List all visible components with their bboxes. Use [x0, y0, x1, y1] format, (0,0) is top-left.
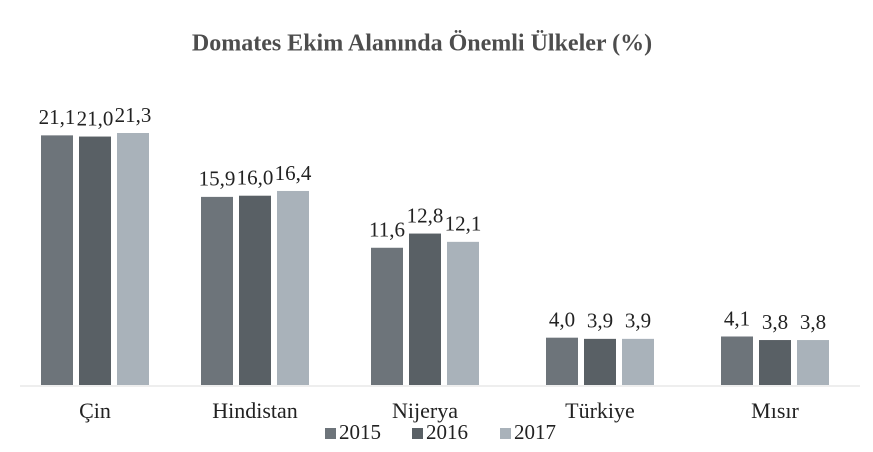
bar: [41, 135, 73, 385]
data-label: 12,8: [407, 203, 444, 227]
bar: [201, 196, 233, 385]
legend-label: 2016: [426, 420, 468, 444]
bar: [447, 241, 479, 385]
bar: [79, 136, 111, 385]
data-label: 12,1: [445, 212, 482, 236]
legend-swatch: [500, 428, 511, 439]
bar: [584, 338, 616, 385]
bar: [797, 340, 829, 385]
legend-label: 2015: [339, 420, 381, 444]
data-label: 3,8: [800, 310, 826, 334]
legend-swatch: [325, 428, 336, 439]
data-label: 3,9: [587, 309, 613, 333]
legend-label: 2017: [514, 420, 556, 444]
data-label: 21,0: [77, 106, 114, 130]
data-label: 21,3: [115, 103, 152, 127]
bar: [622, 338, 654, 385]
data-label: 11,6: [369, 218, 405, 242]
chart-title: Domates Ekim Alanında Önemli Ülkeler (%): [192, 31, 652, 57]
bar: [759, 340, 791, 385]
x-tick-label: Mısır: [751, 398, 799, 423]
bar: [546, 337, 578, 385]
bar: [117, 133, 149, 385]
bar: [239, 195, 271, 385]
data-label: 4,1: [724, 306, 750, 330]
data-label: 15,9: [199, 167, 236, 191]
data-label: 4,0: [549, 307, 575, 331]
bar: [721, 336, 753, 385]
legend-swatch: [412, 428, 423, 439]
data-label: 3,9: [625, 309, 651, 333]
x-tick-label: Çin: [79, 398, 111, 423]
data-label: 21,1: [39, 105, 76, 129]
x-tick-label: Nijerya: [392, 398, 458, 423]
bar: [277, 190, 309, 385]
data-label: 16,4: [275, 161, 312, 185]
data-label: 3,8: [762, 310, 788, 334]
x-tick-label: Türkiye: [565, 398, 635, 423]
x-tick-label: Hindistan: [212, 398, 298, 423]
bar: [409, 233, 441, 385]
data-label: 16,0: [237, 166, 274, 190]
bar: [371, 247, 403, 385]
